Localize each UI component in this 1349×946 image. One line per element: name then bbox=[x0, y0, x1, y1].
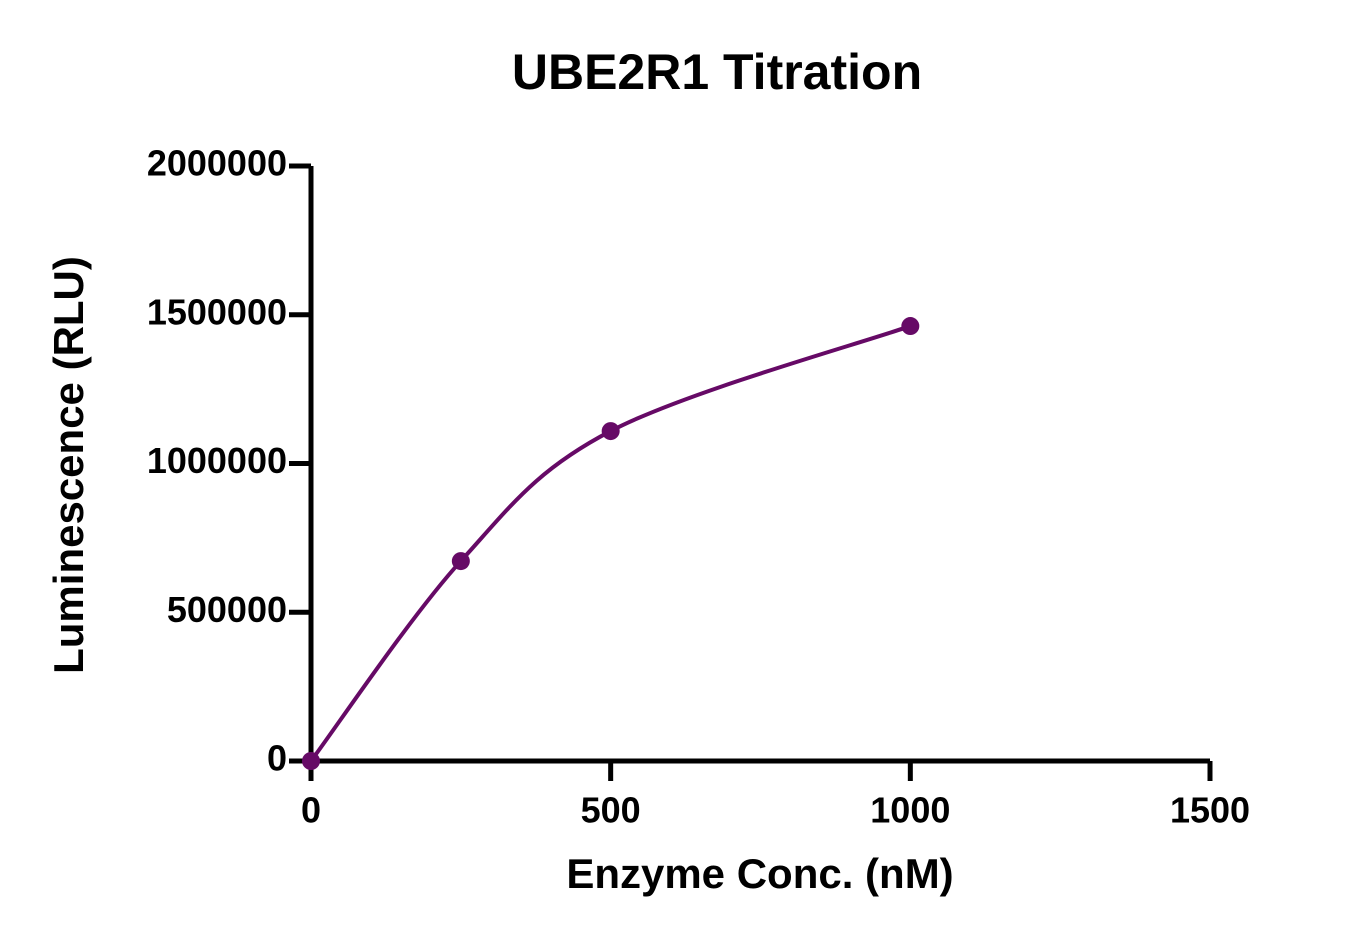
x-tick-label: 0 bbox=[301, 790, 321, 831]
marker bbox=[901, 317, 920, 336]
x-tick-label: 1500 bbox=[1170, 790, 1250, 831]
marker bbox=[601, 422, 620, 441]
y-tick-label: 500000 bbox=[167, 589, 287, 630]
x-axis-label: Enzyme Conc. (nM) bbox=[566, 850, 953, 897]
x-tick-label: 1000 bbox=[870, 790, 950, 831]
marker bbox=[451, 552, 470, 571]
y-tick-label: 1500000 bbox=[147, 291, 287, 332]
chart-title: UBE2R1 Titration bbox=[512, 44, 922, 100]
marker bbox=[302, 752, 320, 770]
y-tick-label: 0 bbox=[267, 738, 287, 779]
y-tick-label: 2000000 bbox=[147, 143, 287, 184]
y-tick-label: 1000000 bbox=[147, 440, 287, 481]
y-axis-label: Luminescence (RLU) bbox=[45, 256, 92, 674]
line bbox=[309, 324, 911, 763]
x-tick-label: 500 bbox=[581, 790, 641, 831]
